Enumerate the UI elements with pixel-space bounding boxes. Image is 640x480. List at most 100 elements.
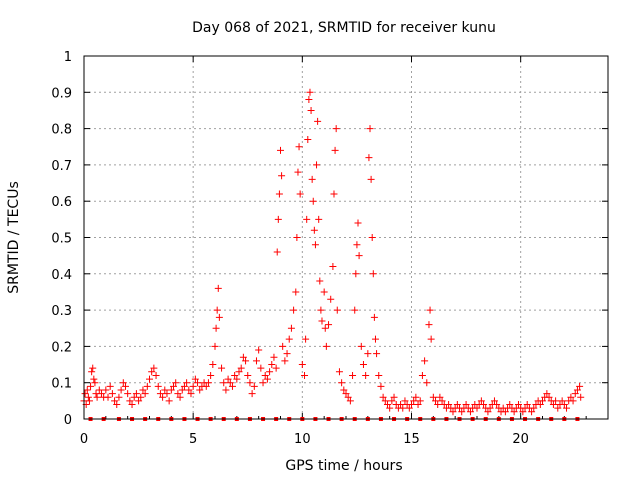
data-point [296,190,304,198]
data-point [148,368,156,376]
data-points [80,88,585,421]
data-point [453,400,461,408]
data-point [163,390,171,398]
data-point [539,397,546,405]
y-tick-label: 1 [64,50,72,65]
data-point [563,404,571,412]
data-point [212,324,220,332]
data-point [381,397,389,405]
data-point [146,375,153,383]
data-point [316,277,324,285]
data-point [436,393,444,401]
data-point [191,375,199,383]
data-point [426,306,434,314]
data-point [272,364,280,372]
data-point [274,215,282,223]
data-point [354,219,362,227]
data-point [292,288,300,296]
data-point [303,215,311,223]
data-point [528,408,536,416]
data-point [327,295,335,303]
data-point [170,382,178,390]
data-point [283,350,291,358]
data-point [321,324,329,332]
data-point [298,361,306,369]
data-point [536,400,544,408]
data-point [333,306,341,314]
data-point [332,125,340,133]
data-point [523,400,531,408]
data-point [126,397,134,405]
data-point [281,357,289,365]
data-point [445,400,453,408]
data-point [390,393,398,401]
data-point [346,397,354,405]
data-point [310,226,318,234]
data-point [119,379,127,387]
data-point [554,404,562,412]
data-point [405,404,413,412]
data-point [196,386,204,394]
data-point [366,125,374,133]
data-point [104,393,112,401]
data-point [477,397,485,405]
data-point [410,397,418,405]
x-tick-label: 0 [80,432,88,447]
data-point [111,397,119,405]
data-point [244,371,252,379]
data-point [176,393,184,401]
data-point [318,317,326,325]
data-point [207,371,215,379]
data-point [416,397,424,405]
data-point [432,397,440,405]
data-point [545,393,553,401]
data-point [250,382,258,390]
data-point [577,393,585,401]
data-point [154,382,162,390]
data-point [367,175,375,183]
data-point [237,364,245,372]
data-point [473,404,481,412]
data-point [252,357,260,365]
data-point [189,382,197,390]
data-point [91,379,99,387]
data-point [371,335,379,343]
data-point [383,400,391,408]
data-point [342,390,350,398]
data-point [228,382,236,390]
data-point [480,400,488,408]
data-point [215,313,223,321]
data-point [365,154,373,162]
x-tick-label: 10 [294,432,311,447]
data-point [357,342,365,350]
data-point [102,386,110,394]
data-point [174,390,182,398]
data-point [270,353,278,361]
y-tick-label: 0.1 [51,377,72,392]
data-point [159,393,167,401]
data-point [401,397,409,405]
y-tick-label: 0.5 [51,232,72,247]
data-point [124,390,132,398]
data-point [85,397,93,405]
x-axis-title: GPS time / hours [285,458,402,474]
data-point [313,161,321,169]
y-tick-label: 0.9 [51,86,72,101]
data-point [322,342,330,350]
data-point [93,393,101,401]
data-point [510,408,518,416]
data-point [359,361,367,369]
y-tick-label: 0.2 [51,340,72,355]
data-point [226,379,234,387]
data-point [386,404,394,412]
data-point [506,400,514,408]
data-point [462,400,470,408]
data-point [434,400,442,408]
data-point [552,397,560,405]
data-point [388,397,396,405]
data-point [305,96,313,104]
data-point [397,400,405,408]
data-point [83,386,91,394]
data-point [121,382,129,390]
data-point [573,386,581,394]
